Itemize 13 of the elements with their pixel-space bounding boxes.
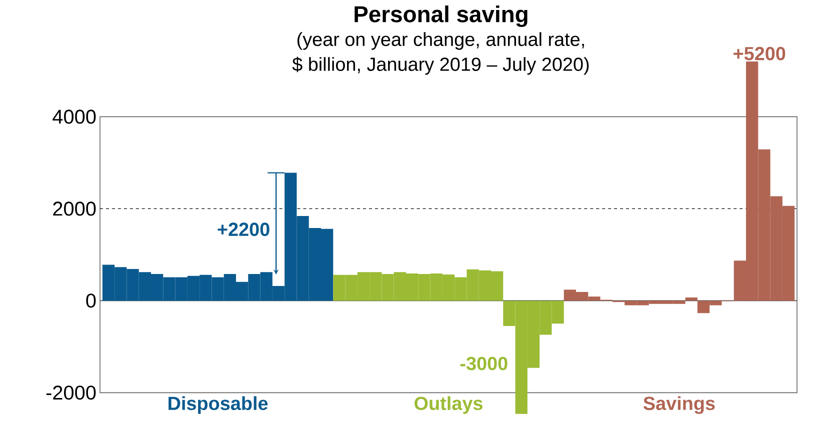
annotation: +2200 xyxy=(218,222,270,236)
annotation: +5200 xyxy=(734,46,786,60)
series-label: Outlays xyxy=(414,396,482,414)
bar xyxy=(685,297,698,301)
annotation: -3000 xyxy=(460,356,508,370)
y-tick-label: 0 xyxy=(86,294,96,308)
chart-title: Personal saving xyxy=(354,6,528,27)
y-tick-label: -2000 xyxy=(46,386,96,400)
text: Disposable xyxy=(168,396,268,414)
text: Savings xyxy=(643,396,715,414)
chart-subtitle: (year on year change, annual rate, $ billion, January 2019 – July 2020) xyxy=(292,32,589,75)
y-tick-label: 4000 xyxy=(52,110,96,124)
y-tick-label: 2000 xyxy=(53,202,96,216)
